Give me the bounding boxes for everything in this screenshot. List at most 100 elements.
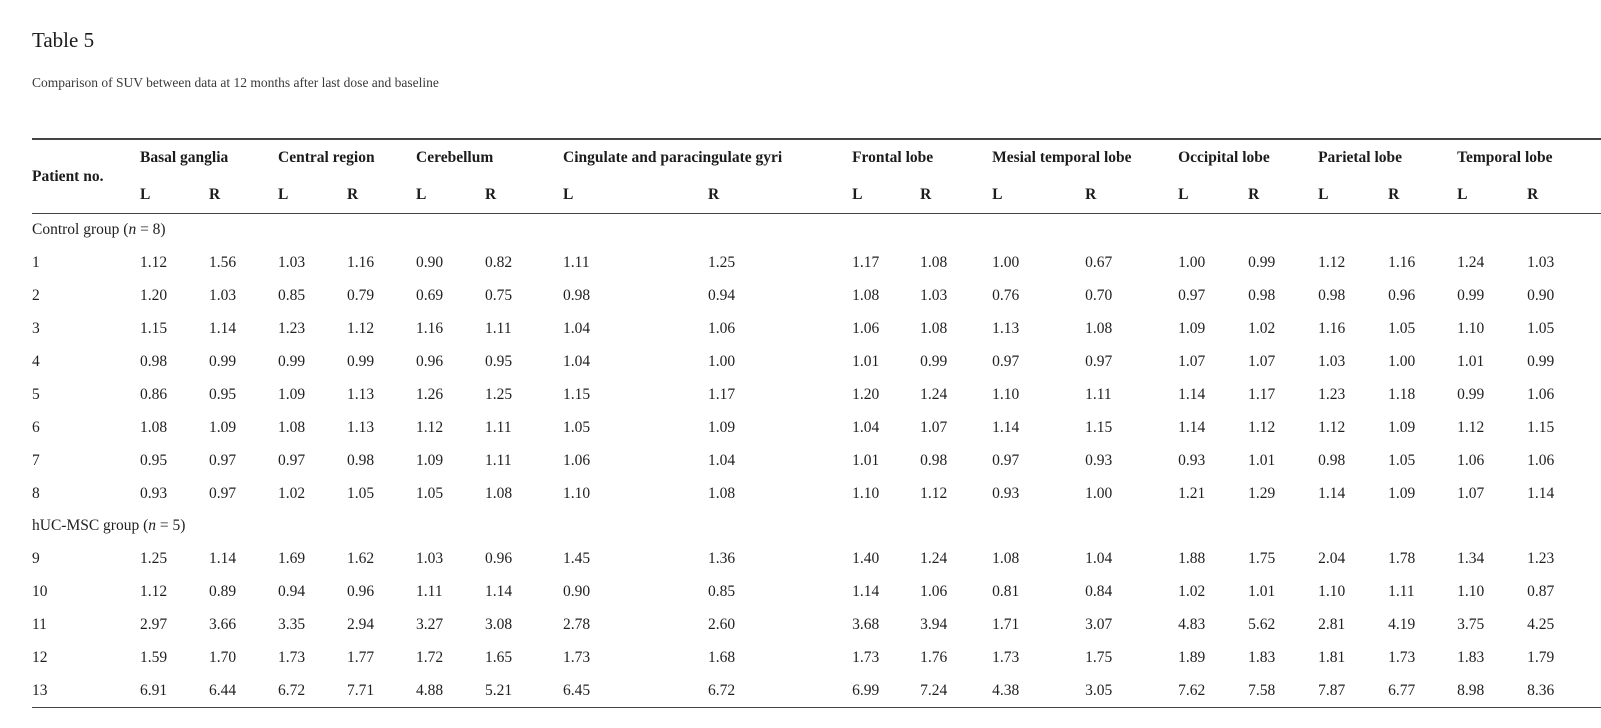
- cell-suv-value: 1.73: [1388, 648, 1416, 666]
- cell-suv-value: 1.06: [563, 451, 591, 469]
- cell-suv-value: 1.10: [563, 484, 591, 502]
- cell-suv-value: 1.24: [1457, 253, 1485, 271]
- cell-suv-value: 0.98: [563, 286, 591, 304]
- column-header-side: R: [347, 185, 359, 203]
- table-caption: Comparison of SUV between data at 12 mon…: [32, 75, 439, 91]
- cell-suv-value: 1.14: [1178, 385, 1206, 403]
- column-header-side: L: [563, 185, 574, 203]
- cell-suv-value: 1.13: [347, 418, 375, 436]
- cell-suv-value: 1.03: [278, 253, 306, 271]
- group-label: Control group (n = 8): [32, 214, 1601, 247]
- cell-suv-value: 1.06: [1527, 451, 1555, 469]
- cell-suv-value: 1.12: [416, 418, 444, 436]
- cell-suv-value: 1.04: [1085, 549, 1113, 567]
- cell-suv-value: 1.00: [1178, 253, 1206, 271]
- cell-suv-value: 3.05: [1085, 681, 1113, 699]
- cell-suv-value: 0.99: [209, 352, 237, 370]
- cell-suv-value: 1.09: [1178, 319, 1206, 337]
- cell-suv-value: 3.35: [278, 615, 306, 633]
- cell-patient-no: 10: [32, 582, 48, 600]
- cell-suv-value: 1.73: [852, 648, 880, 666]
- cell-suv-value: 0.93: [1085, 451, 1113, 469]
- cell-suv-value: 2.97: [140, 615, 168, 633]
- cell-suv-value: 0.95: [209, 385, 237, 403]
- cell-suv-value: 1.14: [1178, 418, 1206, 436]
- cell-suv-value: 1.12: [920, 484, 948, 502]
- cell-suv-value: 0.97: [278, 451, 306, 469]
- cell-suv-value: 7.87: [1318, 681, 1346, 699]
- column-header-side: L: [416, 185, 427, 203]
- cell-suv-value: 4.25: [1527, 615, 1555, 633]
- group-label-n: n: [148, 517, 157, 535]
- cell-suv-value: 1.04: [563, 352, 591, 370]
- cell-suv-value: 0.89: [209, 582, 237, 600]
- cell-suv-value: 1.25: [485, 385, 513, 403]
- cell-suv-value: 6.99: [852, 681, 880, 699]
- cell-suv-value: 1.02: [1248, 319, 1276, 337]
- group-label-suffix: = 8): [136, 221, 166, 239]
- cell-suv-value: 1.08: [278, 418, 306, 436]
- cell-suv-value: 1.75: [1085, 648, 1113, 666]
- group-label-n: n: [128, 221, 137, 239]
- cell-suv-value: 6.91: [140, 681, 168, 699]
- cell-suv-value: 1.17: [1248, 385, 1276, 403]
- suv-comparison-table: Patient no. Basal ganglia Central region Ce…: [32, 138, 1601, 709]
- cell-suv-value: 1.15: [1527, 418, 1555, 436]
- column-header-region: Frontal lobe: [852, 149, 934, 167]
- cell-suv-value: 1.20: [140, 286, 168, 304]
- cell-suv-value: 1.26: [416, 385, 444, 403]
- cell-suv-value: 1.13: [992, 319, 1020, 337]
- column-header-side: R: [485, 185, 497, 203]
- column-header-patient-no: Patient no.: [32, 167, 104, 185]
- cell-suv-value: 0.96: [485, 549, 513, 567]
- group-header-row: Control group (n = 8): [32, 214, 1601, 247]
- cell-suv-value: 1.15: [1085, 418, 1113, 436]
- cell-suv-value: 1.01: [1248, 582, 1276, 600]
- cell-suv-value: 1.05: [347, 484, 375, 502]
- cell-suv-value: 1.03: [416, 549, 444, 567]
- cell-suv-value: 0.97: [1178, 286, 1206, 304]
- cell-suv-value: 1.14: [209, 319, 237, 337]
- cell-suv-value: 1.14: [1527, 484, 1555, 502]
- cell-suv-value: 0.90: [1527, 286, 1555, 304]
- cell-suv-value: 1.09: [209, 418, 237, 436]
- table-row: 5 0.86 0.95 1.09 1.13 1.26 1.25 1.15 1.17 1.20 1.2…: [32, 378, 1601, 411]
- cell-suv-value: 1.40: [852, 549, 880, 567]
- column-header-side: L: [852, 185, 863, 203]
- cell-suv-value: 1.12: [347, 319, 375, 337]
- cell-suv-value: 1.56: [209, 253, 237, 271]
- column-header-side: L: [1318, 185, 1329, 203]
- cell-suv-value: 1.17: [708, 385, 736, 403]
- group-label-suffix: = 5): [156, 517, 186, 535]
- cell-suv-value: 4.88: [416, 681, 444, 699]
- cell-suv-value: 0.81: [992, 582, 1020, 600]
- table-row: 9 1.25 1.14 1.69 1.62 1.03 0.96 1.45 1.36 1.40 1.2…: [32, 542, 1601, 575]
- cell-suv-value: 0.97: [992, 451, 1020, 469]
- cell-suv-value: 0.98: [1248, 286, 1276, 304]
- paper-table-section: Table 5 Comparison of SUV between data a…: [32, 0, 1601, 709]
- cell-suv-value: 1.13: [347, 385, 375, 403]
- cell-suv-value: 1.11: [563, 253, 590, 271]
- cell-suv-value: 1.70: [209, 648, 237, 666]
- cell-suv-value: 1.03: [1527, 253, 1555, 271]
- cell-suv-value: 1.65: [485, 648, 513, 666]
- cell-patient-no: 8: [32, 484, 40, 502]
- cell-suv-value: 5.21: [485, 681, 513, 699]
- cell-suv-value: 0.97: [1085, 352, 1113, 370]
- cell-suv-value: 1.16: [1318, 319, 1346, 337]
- cell-suv-value: 1.76: [920, 648, 948, 666]
- cell-suv-value: 0.85: [708, 582, 736, 600]
- cell-suv-value: 1.12: [140, 582, 168, 600]
- column-header-region: Cingulate and paracingulate gyri: [563, 149, 783, 167]
- cell-suv-value: 0.96: [416, 352, 444, 370]
- cell-suv-value: 8.98: [1457, 681, 1485, 699]
- cell-suv-value: 8.36: [1527, 681, 1555, 699]
- cell-suv-value: 1.06: [1527, 385, 1555, 403]
- cell-suv-value: 1.59: [140, 648, 168, 666]
- cell-suv-value: 0.85: [278, 286, 306, 304]
- cell-suv-value: 3.66: [209, 615, 237, 633]
- cell-suv-value: 5.62: [1248, 615, 1276, 633]
- cell-suv-value: 1.09: [1388, 418, 1416, 436]
- cell-suv-value: 0.97: [209, 451, 237, 469]
